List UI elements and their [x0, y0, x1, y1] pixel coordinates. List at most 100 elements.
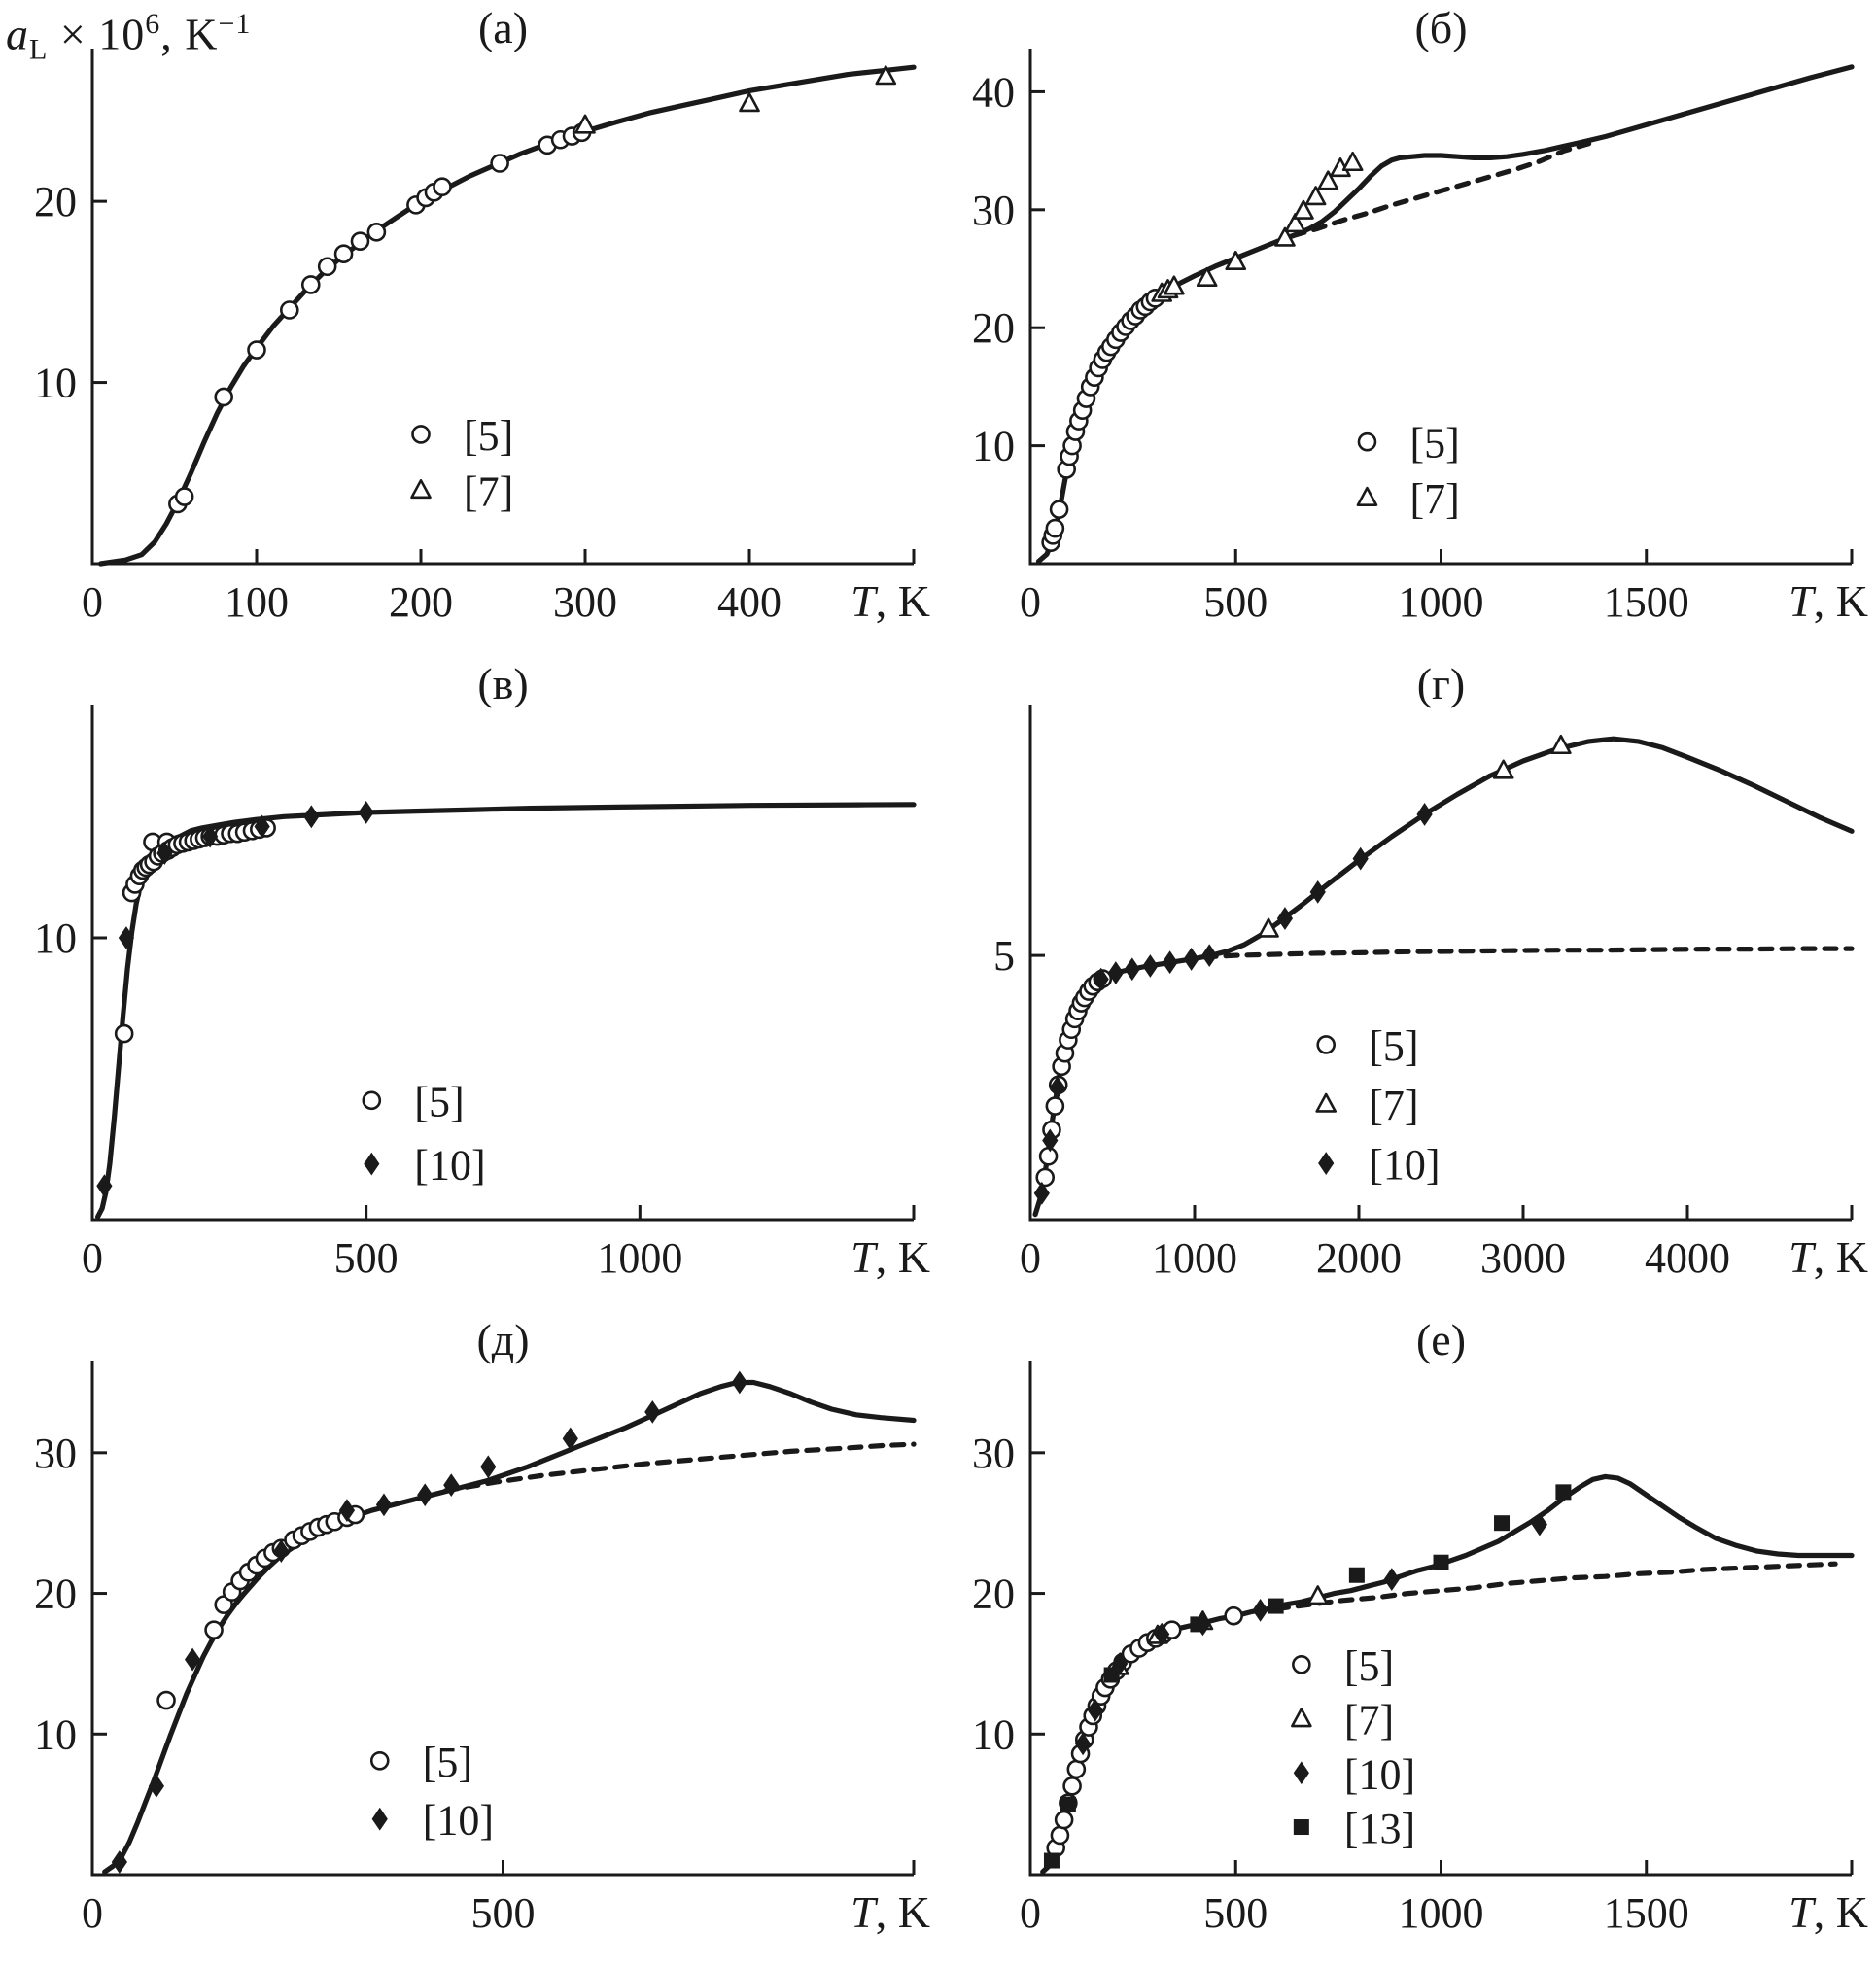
- open-circle-marker: [1045, 518, 1065, 538]
- y-axis-label-exponent: 6: [145, 8, 161, 40]
- filled-diamond-marker: [1033, 1181, 1050, 1205]
- filled-diamond-marker: [202, 824, 219, 848]
- x-tick-label: 3000: [1480, 1234, 1566, 1282]
- open-triangle-marker: [1225, 250, 1247, 271]
- panel-title: (д): [476, 1315, 529, 1364]
- x-tick-label: 1500: [1604, 1889, 1689, 1937]
- panel-title: (г): [1417, 659, 1466, 708]
- dashed-curve: [1290, 141, 1592, 239]
- dashed-curve: [1273, 1561, 1838, 1612]
- open-triangle-marker: [875, 65, 897, 86]
- series-10: [111, 1370, 747, 1874]
- filled-square-marker: [1043, 1852, 1060, 1869]
- panel-title: (б): [1414, 3, 1467, 52]
- x-tick-label: 0: [1020, 1889, 1041, 1937]
- y-tick-label: 30: [972, 187, 1015, 234]
- open-circle-marker: [174, 487, 194, 506]
- open-circle-marker: [1035, 1167, 1056, 1188]
- x-tick-label: 1000: [597, 1234, 682, 1282]
- open-circle-marker: [369, 1750, 390, 1771]
- legend-label: [7]: [1409, 475, 1459, 523]
- filled-diamond-marker: [273, 1539, 290, 1564]
- filled-diamond-marker: [184, 1647, 201, 1672]
- filled-square-marker: [1060, 1796, 1076, 1812]
- filled-diamond-marker: [375, 1493, 393, 1517]
- panel-title: (а): [478, 3, 528, 52]
- filled-diamond-marker: [1293, 1761, 1309, 1785]
- open-circle-marker: [1050, 1825, 1070, 1846]
- open-circle-marker: [1062, 1777, 1082, 1796]
- x-axis-unit-label: T, K: [1789, 576, 1868, 626]
- x-tick-label: 1000: [1152, 1234, 1237, 1282]
- series-5: [1041, 289, 1165, 552]
- chart-panel-d: (д) 0 500 10 20 30 T, K [5] [10]: [34, 1315, 930, 1937]
- x-tick-label: 500: [334, 1234, 399, 1282]
- legend-label: [5]: [1369, 1022, 1418, 1070]
- y-axis-label-unit: , K: [160, 9, 219, 59]
- open-triangle-marker: [1196, 266, 1218, 288]
- open-circle-marker: [362, 1090, 382, 1111]
- y-tick-label: 10: [34, 360, 77, 407]
- x-tick-label: 400: [717, 578, 782, 626]
- series-13: [1043, 1484, 1572, 1869]
- open-circle-marker: [204, 1620, 224, 1639]
- legend-label: [5]: [1409, 420, 1459, 467]
- filled-square-marker: [1268, 1598, 1284, 1614]
- open-circle-marker: [1224, 1605, 1243, 1626]
- open-circle-marker: [350, 231, 370, 251]
- open-circle-marker: [1054, 1810, 1074, 1830]
- series-10: [1033, 803, 1433, 1205]
- solid-curve: [1032, 736, 1855, 1218]
- y-axis-label-multiplier: × 10: [48, 9, 146, 59]
- filled-diamond-marker: [254, 814, 270, 839]
- dashed-curve: [1201, 946, 1855, 960]
- y-axis-label-unit-exponent: −1: [218, 8, 252, 40]
- filled-diamond-marker: [1276, 907, 1294, 930]
- filled-diamond-marker: [148, 1774, 165, 1798]
- x-tick-label: 1500: [1604, 578, 1689, 626]
- open-triangle-marker: [1293, 199, 1314, 220]
- dashed-curve: [442, 1441, 917, 1494]
- filled-diamond-marker: [111, 1850, 127, 1874]
- open-circle-marker: [156, 1690, 176, 1710]
- filled-diamond-marker: [1183, 948, 1199, 971]
- open-circle-marker: [317, 257, 337, 277]
- legend-item: [10]: [1293, 1750, 1415, 1798]
- filled-diamond-marker: [1042, 1128, 1059, 1153]
- series-7: [1258, 734, 1572, 938]
- x-tick-label: 0: [1020, 578, 1041, 626]
- series-5: [114, 818, 276, 1044]
- filled-diamond-marker: [1352, 846, 1369, 871]
- legend-label: [10]: [1369, 1141, 1440, 1189]
- open-triangle-marker: [1492, 759, 1514, 779]
- chart-panel-e: (е) 0 500 1000 1500 10 20 30 T, K [5] [7] [10] [13]: [972, 1315, 1868, 1937]
- open-triangle-marker: [1550, 734, 1572, 755]
- legend-label: [10]: [414, 1142, 485, 1190]
- filled-diamond-marker: [1309, 880, 1326, 904]
- filled-diamond-marker: [1124, 957, 1140, 982]
- legend-label: [7]: [1369, 1082, 1418, 1129]
- open-circle-marker: [300, 275, 321, 294]
- filled-diamond-marker: [1531, 1512, 1548, 1536]
- series-10: [96, 801, 374, 1198]
- open-triangle-marker: [1274, 226, 1296, 247]
- series-7: [574, 65, 897, 134]
- open-triangle-marker: [1317, 170, 1339, 190]
- filled-diamond-marker: [1252, 1599, 1268, 1622]
- legend: [5] [10]: [369, 1739, 494, 1845]
- y-tick-label: 30: [972, 1430, 1015, 1477]
- y-tick-label: 30: [34, 1430, 77, 1477]
- open-triangle-marker: [1164, 275, 1185, 295]
- open-triangle-marker: [739, 92, 760, 113]
- filled-diamond-marker: [480, 1455, 497, 1479]
- open-triangle-marker: [1284, 213, 1306, 233]
- y-tick-label: 20: [34, 178, 77, 225]
- series-5: [156, 1504, 365, 1710]
- y-tick-label: 20: [972, 1570, 1015, 1618]
- x-tick-label: 1000: [1399, 1889, 1484, 1937]
- x-tick-label: 200: [389, 578, 453, 626]
- legend-label: [7]: [464, 467, 513, 515]
- filled-diamond-marker: [358, 801, 374, 824]
